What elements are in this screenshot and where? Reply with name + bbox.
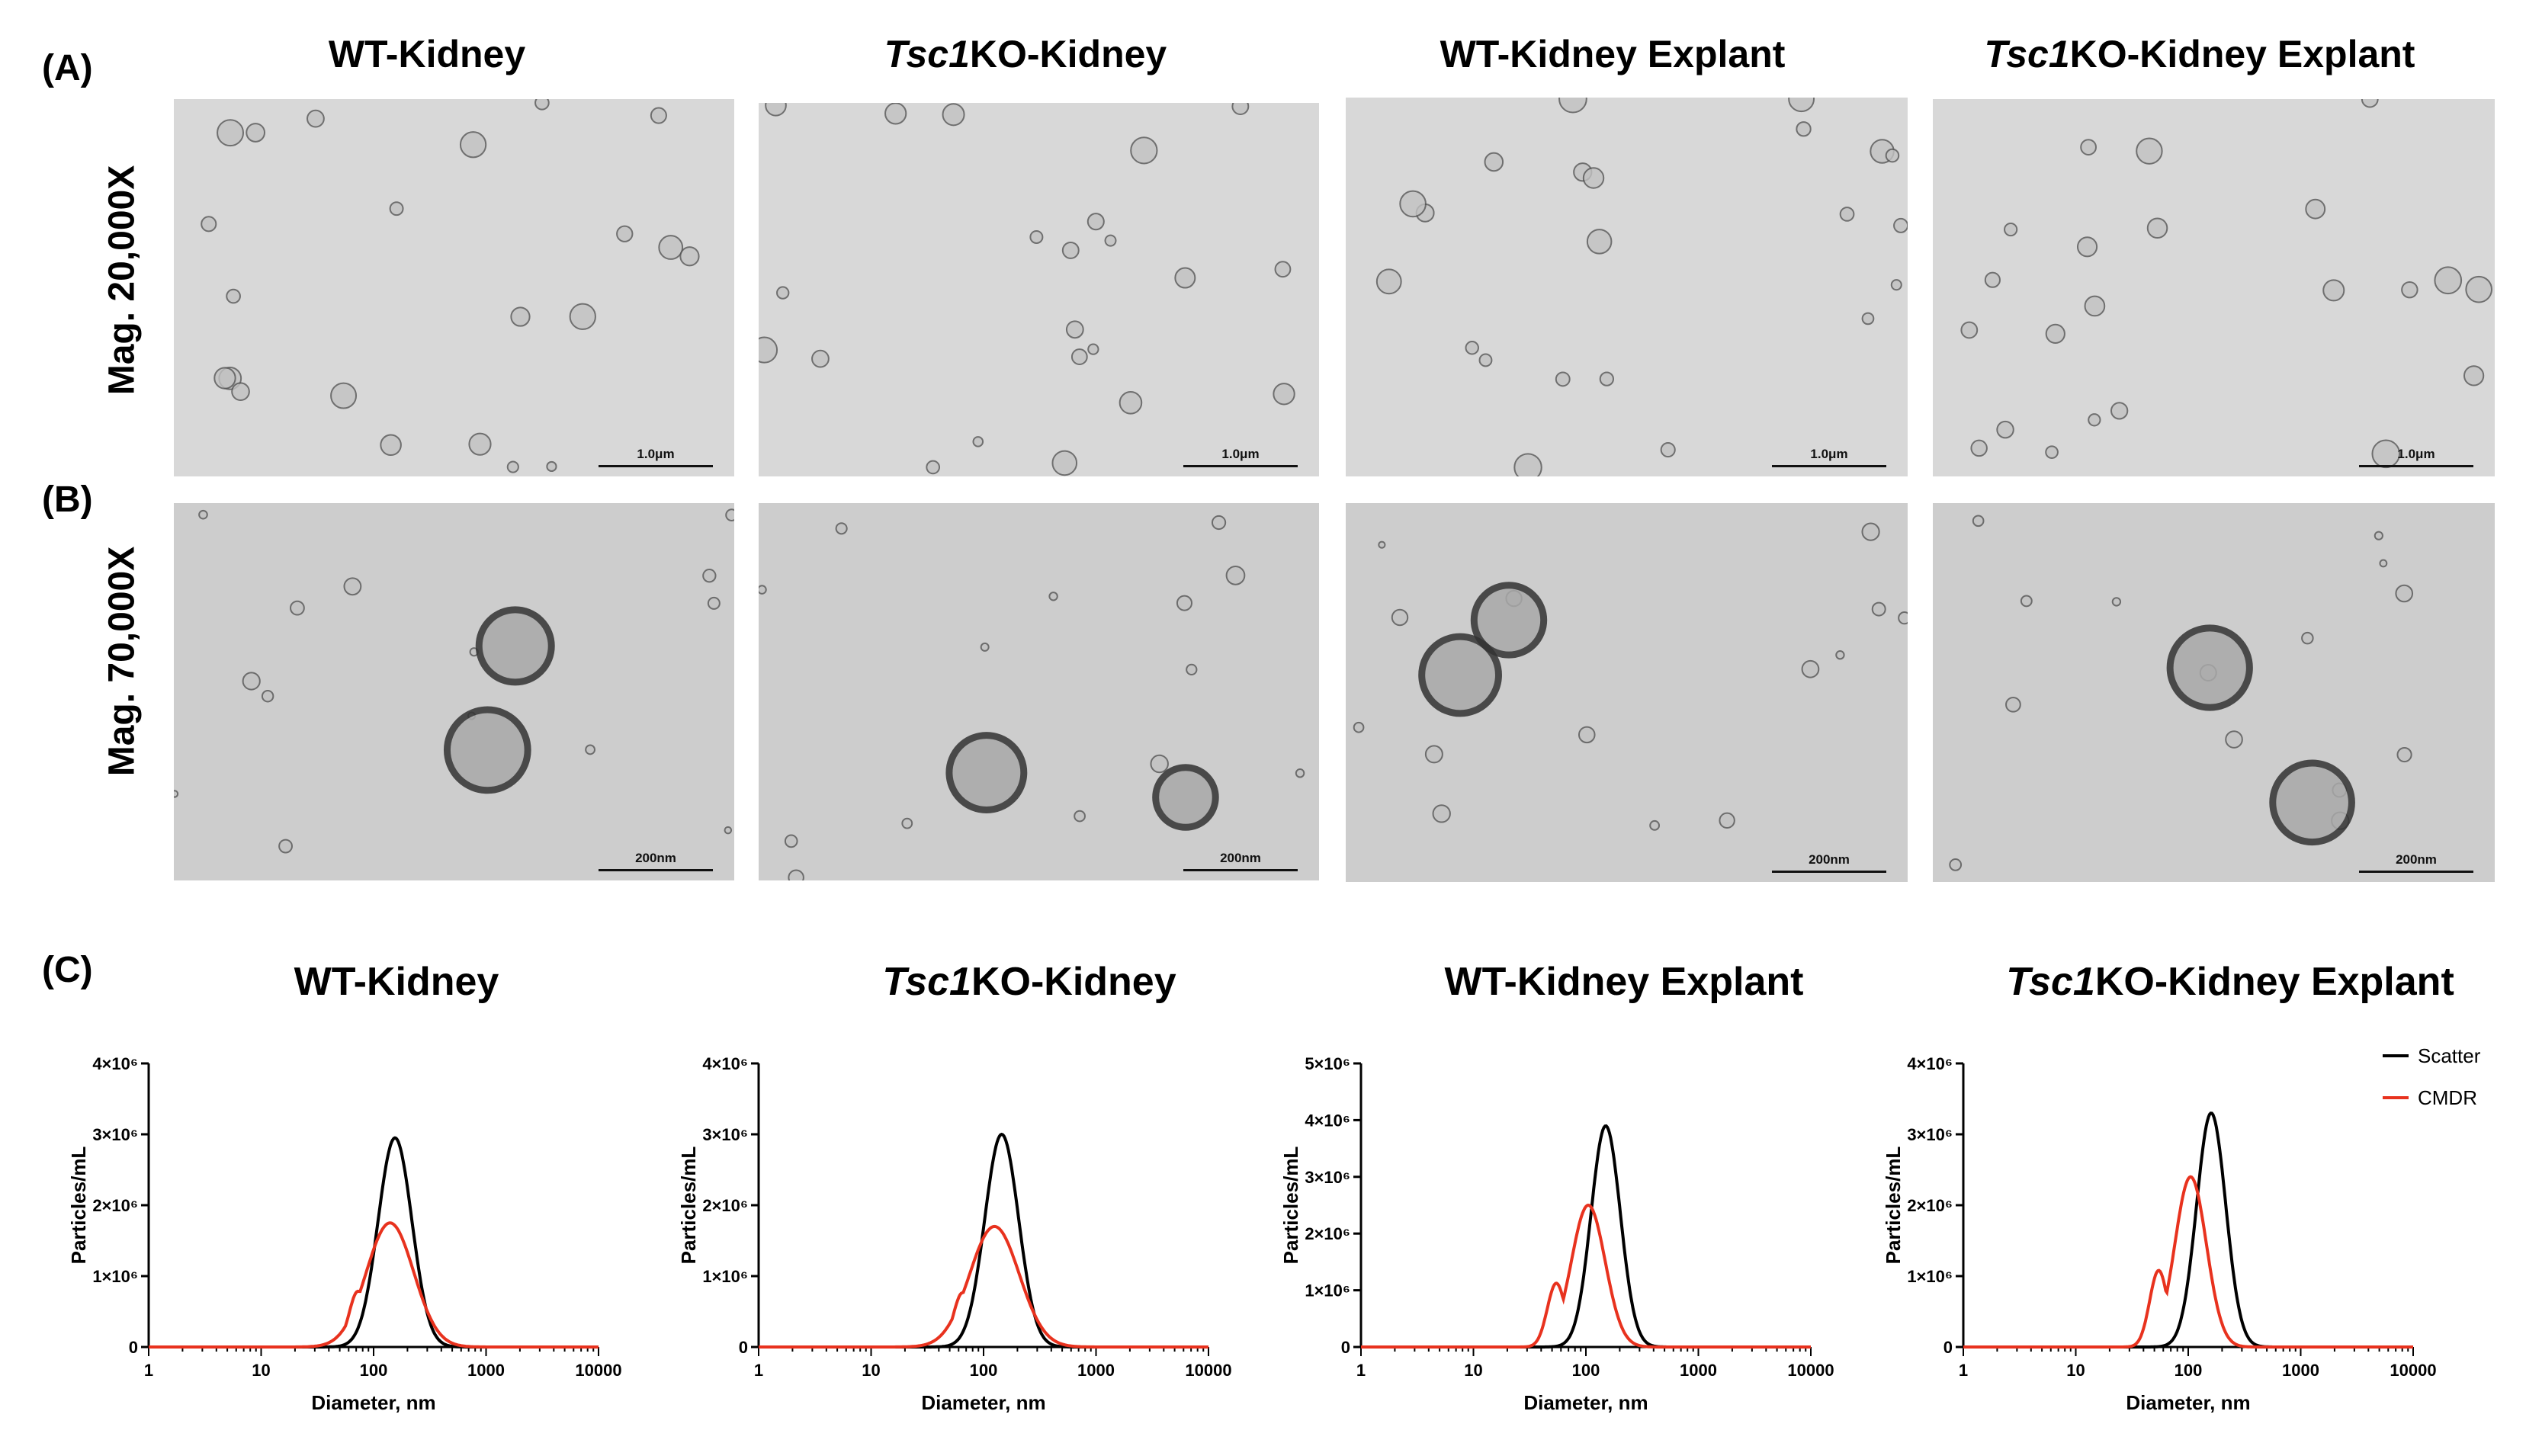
- scale-bar: 1.0μm: [2359, 447, 2473, 467]
- series-line-cmdr: [149, 1221, 599, 1349]
- scale-bar: 200nm: [599, 851, 713, 871]
- x-tick-label: 1000: [467, 1361, 505, 1380]
- size-distribution-chart-1: Particles/mL Diameter, nm 0 1×10⁶ 2×10⁶ 3×10⁶…: [46, 1041, 640, 1441]
- series-line-scatter: [1361, 1124, 1811, 1349]
- y-tick-label: 4×10⁶: [92, 1054, 138, 1073]
- x-tick-label: 10: [252, 1361, 270, 1380]
- micrograph-a-1: 1.0μm: [174, 99, 734, 476]
- x-axis-label: Diameter, nm: [921, 1391, 1045, 1414]
- scale-bar: 200nm: [1772, 852, 1886, 873]
- x-tick-label: 100: [2175, 1361, 2203, 1380]
- y-tick-label: 3×10⁶: [1305, 1168, 1350, 1187]
- y-tick-label: 4×10⁶: [1305, 1111, 1350, 1130]
- y-axis-label: Particles/mL: [1279, 1147, 1302, 1265]
- size-distribution-chart-3: Particles/mL Diameter, nm 0 1×10⁶ 2×10⁶ 3×10⁶…: [1258, 1041, 1853, 1441]
- size-distribution-chart-4: Particles/mL Diameter, nm 0 1×10⁶ 2×10⁶ 3×10⁶…: [1860, 1041, 2508, 1441]
- chart-title-3: WT-Kidney Explant: [1444, 960, 1804, 1004]
- y-tick-label: 5×10⁶: [1305, 1054, 1350, 1073]
- y-tick-label: 3×10⁶: [92, 1125, 138, 1144]
- chart-title-4: Tsc1KO-Kidney Explant: [2006, 960, 2454, 1004]
- y-axis-label: Particles/mL: [677, 1147, 700, 1265]
- series-line-cmdr: [1361, 1203, 1811, 1349]
- legend-label-scatter: Scatter: [2418, 1044, 2481, 1067]
- x-tick-label: 1: [754, 1361, 763, 1380]
- micrograph-a-4: 1.0μm: [1933, 99, 2495, 476]
- column-title-3: WT-Kidney Explant: [1440, 33, 1786, 75]
- series-line-scatter: [149, 1136, 599, 1349]
- x-tick-label: 100: [970, 1361, 998, 1380]
- micrograph-b-3: 200nm: [1346, 503, 1908, 882]
- x-tick-label: 10000: [1787, 1361, 1834, 1380]
- y-axis-label: Particles/mL: [1882, 1147, 1905, 1265]
- series-line-cmdr: [759, 1224, 1208, 1349]
- panel-label-c: (C): [42, 950, 93, 990]
- x-axis-label: Diameter, nm: [2126, 1391, 2250, 1414]
- y-tick-label: 1×10⁶: [702, 1267, 748, 1286]
- series-line-cmdr: [1963, 1175, 2413, 1349]
- y-tick-label: 3×10⁶: [1907, 1125, 1953, 1144]
- x-axis-label: Diameter, nm: [1523, 1391, 1648, 1414]
- x-tick-label: 1000: [2282, 1361, 2319, 1380]
- y-tick-label: 2×10⁶: [1305, 1224, 1350, 1243]
- x-tick-label: 10000: [1185, 1361, 1231, 1380]
- micrograph-b-2: 200nm: [759, 503, 1319, 880]
- column-title-1: WT-Kidney: [328, 33, 526, 75]
- x-tick-label: 1: [1356, 1361, 1366, 1380]
- x-axis-label: Diameter, nm: [311, 1391, 435, 1414]
- column-title-2: Tsc1KO-Kidney: [884, 33, 1167, 75]
- y-tick-label: 0: [1943, 1338, 1953, 1357]
- y-tick-label: 1×10⁶: [92, 1267, 138, 1286]
- scale-bar: 1.0μm: [599, 447, 713, 467]
- x-tick-label: 1000: [1680, 1361, 1717, 1380]
- chart-title-1: WT-Kidney: [294, 960, 499, 1004]
- y-tick-label: 1×10⁶: [1907, 1267, 1953, 1286]
- y-tick-label: 1×10⁶: [1305, 1281, 1350, 1300]
- x-tick-label: 10000: [575, 1361, 621, 1380]
- x-tick-label: 1: [1959, 1361, 1968, 1380]
- row-label-70000x: Mag. 70,000X: [101, 546, 143, 777]
- x-tick-label: 100: [1572, 1361, 1600, 1380]
- column-title-4: Tsc1KO-Kidney Explant: [1984, 33, 2415, 75]
- x-tick-label: 10000: [2390, 1361, 2436, 1380]
- x-tick-label: 10: [1464, 1361, 1482, 1380]
- y-tick-label: 4×10⁶: [702, 1054, 748, 1073]
- micrograph-b-1: 200nm: [174, 503, 734, 880]
- y-axis-label: Particles/mL: [67, 1147, 90, 1265]
- legend-label-cmdr: CMDR: [2418, 1086, 2477, 1109]
- y-tick-label: 0: [129, 1338, 138, 1357]
- y-tick-label: 2×10⁶: [702, 1196, 748, 1215]
- y-tick-label: 2×10⁶: [1907, 1196, 1953, 1215]
- x-tick-label: 1000: [1077, 1361, 1115, 1380]
- scale-bar: 1.0μm: [1772, 447, 1886, 467]
- panel-label-a: (A): [42, 48, 93, 88]
- y-tick-label: 0: [739, 1338, 748, 1357]
- chart-title-2: Tsc1KO-Kidney: [882, 960, 1176, 1004]
- x-tick-label: 1: [144, 1361, 153, 1380]
- x-tick-label: 10: [862, 1361, 880, 1380]
- micrograph-a-3: 1.0μm: [1346, 98, 1908, 476]
- y-tick-label: 4×10⁶: [1907, 1054, 1953, 1073]
- micrograph-b-4: 200nm: [1933, 503, 2495, 882]
- y-tick-label: 2×10⁶: [92, 1196, 138, 1215]
- panel-label-b: (B): [42, 479, 93, 520]
- size-distribution-chart-2: Particles/mL Diameter, nm 0 1×10⁶ 2×10⁶ 3×10⁶…: [656, 1041, 1250, 1441]
- y-tick-label: 3×10⁶: [702, 1125, 748, 1144]
- x-tick-label: 100: [360, 1361, 388, 1380]
- scale-bar: 200nm: [2359, 852, 2473, 873]
- scale-bar: 200nm: [1183, 851, 1298, 871]
- x-tick-label: 10: [2066, 1361, 2085, 1380]
- micrograph-a-2: 1.0μm: [759, 103, 1319, 476]
- y-tick-label: 0: [1341, 1338, 1350, 1357]
- series-line-scatter: [1963, 1111, 2413, 1349]
- scale-bar: 1.0μm: [1183, 447, 1298, 467]
- row-label-20000x: Mag. 20,000X: [101, 165, 143, 396]
